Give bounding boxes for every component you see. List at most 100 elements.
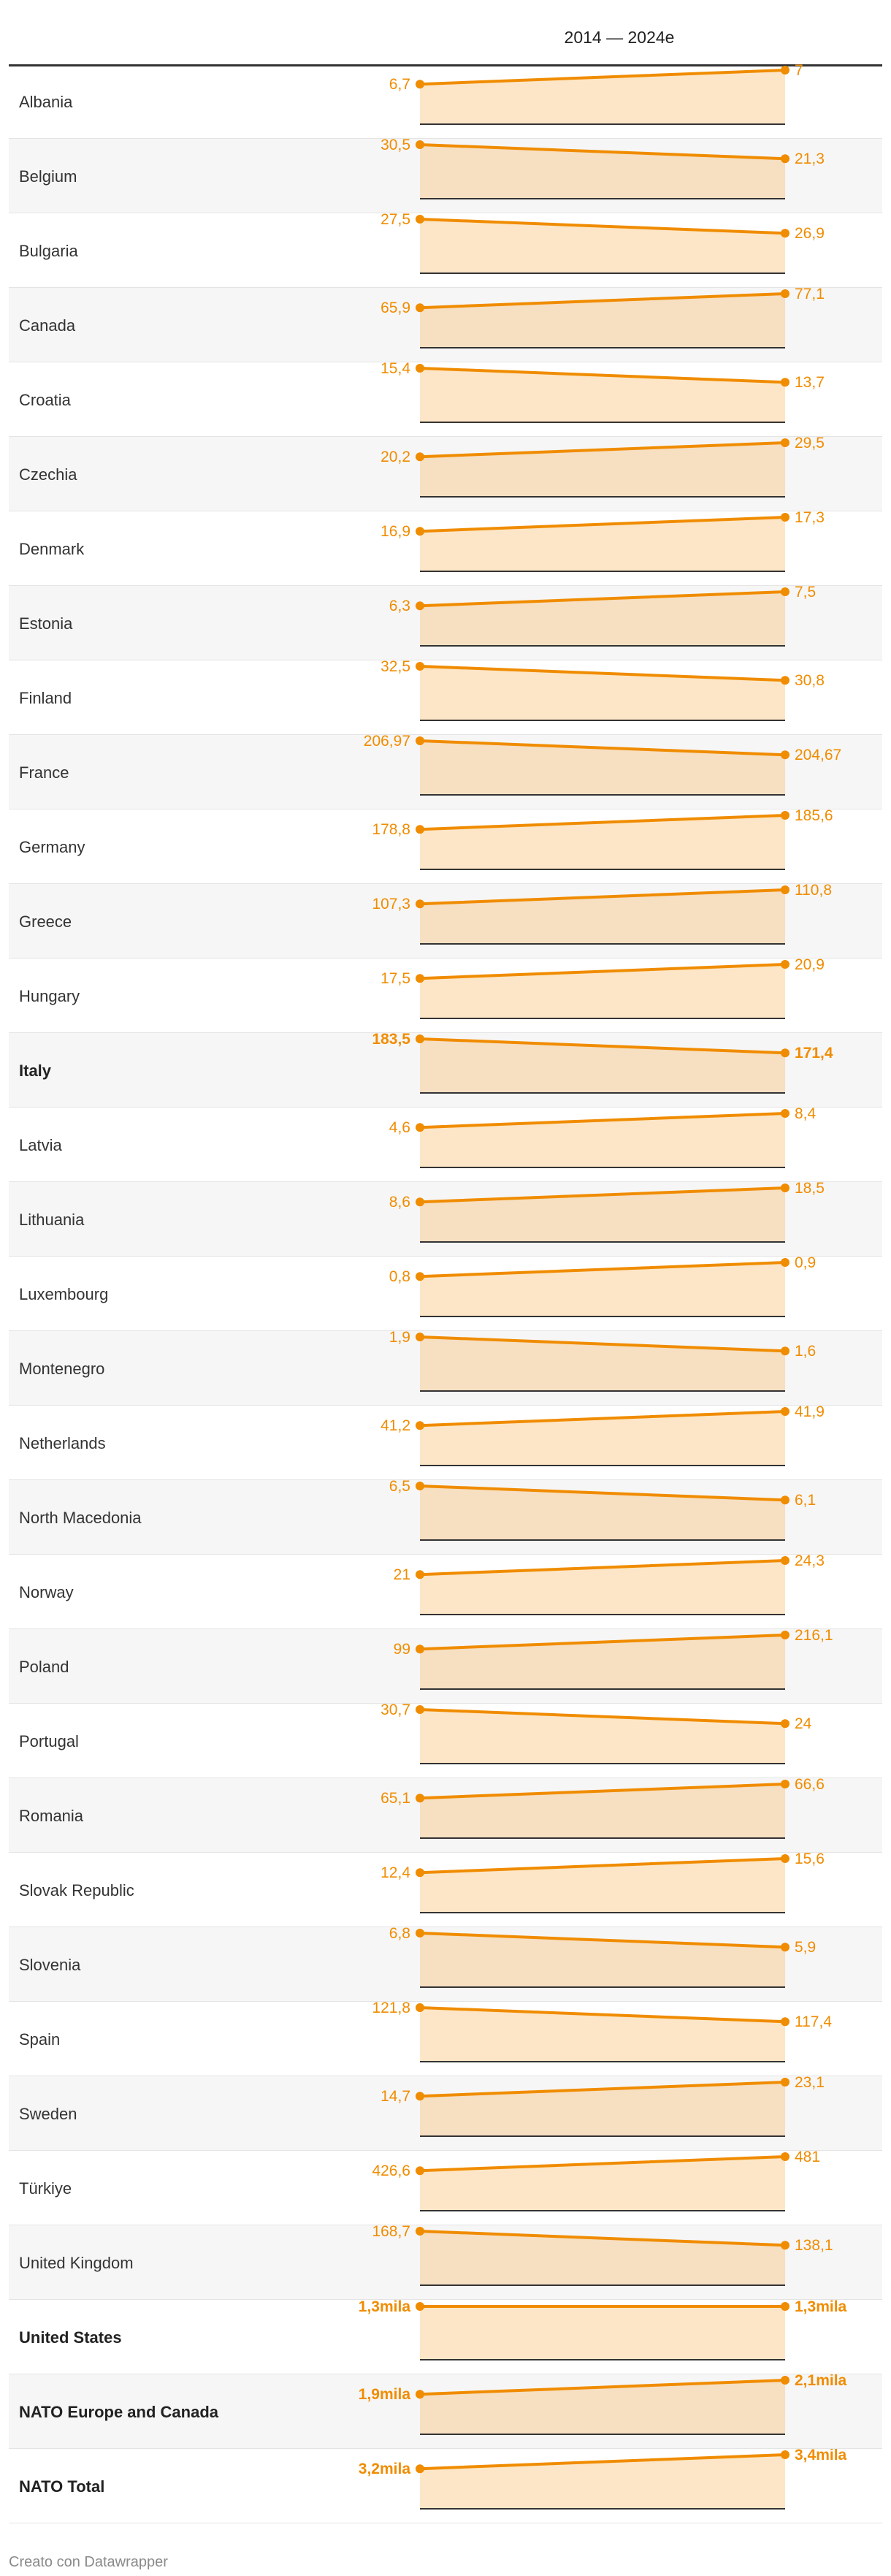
point-start: [416, 601, 424, 611]
point-start: [416, 303, 424, 313]
row-sparkline: 4,6 8,4: [389, 1108, 817, 1168]
area-fill: [420, 592, 785, 646]
area-fill: [420, 1337, 785, 1391]
country-label: Netherlands: [19, 1434, 106, 1452]
table-row: Albania 6,7 7: [9, 64, 882, 139]
row-sparkline: 30,7 24: [381, 1704, 812, 1764]
series-line: [418, 1410, 787, 1428]
point-end: [781, 1943, 789, 1952]
country-label: NATO Europe and Canada: [19, 2403, 219, 2421]
value-label-end: 18,5: [795, 1182, 825, 1197]
point-end: [781, 1719, 789, 1729]
area-fill: [420, 2231, 785, 2285]
point-start: [416, 825, 424, 834]
value-label-end: 26,9: [795, 225, 825, 242]
point-start: [416, 452, 424, 462]
point-end: [781, 1258, 789, 1267]
point-start: [416, 1272, 424, 1281]
footer-credit[interactable]: Creato con Datawrapper: [9, 2554, 168, 2570]
point-start: [416, 974, 424, 983]
point-end: [781, 676, 789, 685]
point-start: [416, 364, 424, 373]
area-fill: [420, 1188, 785, 1242]
series-line: [418, 2230, 787, 2247]
country-label: Finland: [19, 689, 72, 707]
point-end: [781, 1556, 789, 1565]
value-label-end: 0,9: [795, 1257, 816, 1271]
point-start: [416, 527, 424, 536]
area-fill: [420, 294, 785, 348]
row-sparkline: 1,3mila 1,3mila: [359, 2300, 847, 2360]
area-fill: [420, 741, 785, 795]
area-fill: [420, 890, 785, 944]
area-fill: [420, 2157, 785, 2211]
value-label-start: 1,9mila: [359, 2386, 411, 2403]
value-label-end: 6,1: [795, 1492, 816, 1509]
area-fill: [420, 145, 785, 199]
row-sparkline: 27,5 26,9: [381, 213, 825, 274]
table-row: Netherlands 41,2 41,9: [9, 1406, 882, 1480]
value-label-start: 107,3: [372, 896, 410, 912]
country-label: Greece: [19, 912, 72, 931]
point-end: [781, 289, 789, 298]
point-end: [781, 1631, 789, 1639]
value-label-end: 216,1: [795, 1629, 833, 1644]
value-label-end: 24,3: [795, 1555, 825, 1569]
table-row: Slovak Republic 12,4 15,6: [9, 1853, 882, 1927]
value-label-start: 8,6: [389, 1194, 410, 1211]
point-start: [416, 2003, 424, 2012]
point-end: [781, 1780, 789, 1788]
value-label-start: 65,9: [381, 300, 410, 316]
value-label-start: 15,4: [381, 362, 410, 377]
row-sparkline: 426,6 481: [372, 2151, 820, 2211]
series-line: [418, 1485, 787, 1502]
value-label-start: 4,6: [389, 1119, 410, 1136]
value-label-end: 1,6: [795, 1343, 816, 1360]
small-multiples-table: Albania 6,7 7 Belgium 30,5 21,3 Bulgaria 27,5 26…: [9, 64, 882, 2523]
series-line: [418, 2155, 787, 2173]
value-label-end: 117,4: [795, 2013, 832, 2030]
table-row: France 206,97 204,67: [9, 735, 882, 809]
country-label: Poland: [19, 1658, 69, 1676]
value-label-start: 41,2: [381, 1417, 410, 1434]
point-end: [781, 1109, 789, 1118]
point-start: [416, 1421, 424, 1430]
point-start: [416, 2302, 424, 2311]
area-fill: [420, 1561, 785, 1615]
table-row: Germany 178,8 185,6: [9, 809, 882, 884]
series-line: [418, 441, 787, 459]
area-fill: [420, 815, 785, 869]
area-fill: [420, 2380, 785, 2434]
country-label: Luxembourg: [19, 1285, 109, 1303]
area-fill: [420, 1784, 785, 1838]
point-end: [781, 229, 789, 238]
series-line: [418, 1783, 787, 1800]
point-end: [781, 1184, 789, 1192]
table-row: Italy 183,5 171,4: [9, 1033, 882, 1108]
table-row: Türkiye 426,6 481: [9, 2151, 882, 2225]
point-end: [781, 154, 789, 164]
table-row: Bulgaria 27,5 26,9: [9, 213, 882, 288]
point-end: [781, 378, 789, 387]
area-fill: [420, 2082, 785, 2136]
row-sparkline: 99 216,1: [394, 1629, 833, 1690]
value-label-end: 66,6: [795, 1778, 825, 1793]
row-sparkline: 14,7 23,1: [381, 2076, 825, 2137]
country-label: Estonia: [19, 614, 73, 633]
table-row: Croatia 15,4 13,7: [9, 362, 882, 437]
row-sparkline: 121,8 117,4: [372, 2002, 832, 2062]
value-label-end: 21,3: [795, 150, 825, 167]
value-label-start: 6,3: [389, 598, 410, 614]
value-label-end: 24: [795, 1715, 812, 1732]
country-label: Canada: [19, 316, 76, 335]
value-label-start: 3,2mila: [359, 2461, 411, 2477]
area-fill: [420, 2455, 785, 2509]
table-row: Portugal 30,7 24: [9, 1704, 882, 1778]
series-line: [418, 1634, 787, 1651]
row-sparkline: 206,97 204,67: [364, 735, 841, 796]
area-fill: [420, 2008, 785, 2062]
point-start: [416, 1868, 424, 1878]
point-start: [416, 1034, 424, 1043]
table-row: Slovenia 6,8 5,9: [9, 1927, 882, 2002]
table-row: NATO Europe and Canada 1,9mila 2,1mila: [9, 2374, 882, 2449]
